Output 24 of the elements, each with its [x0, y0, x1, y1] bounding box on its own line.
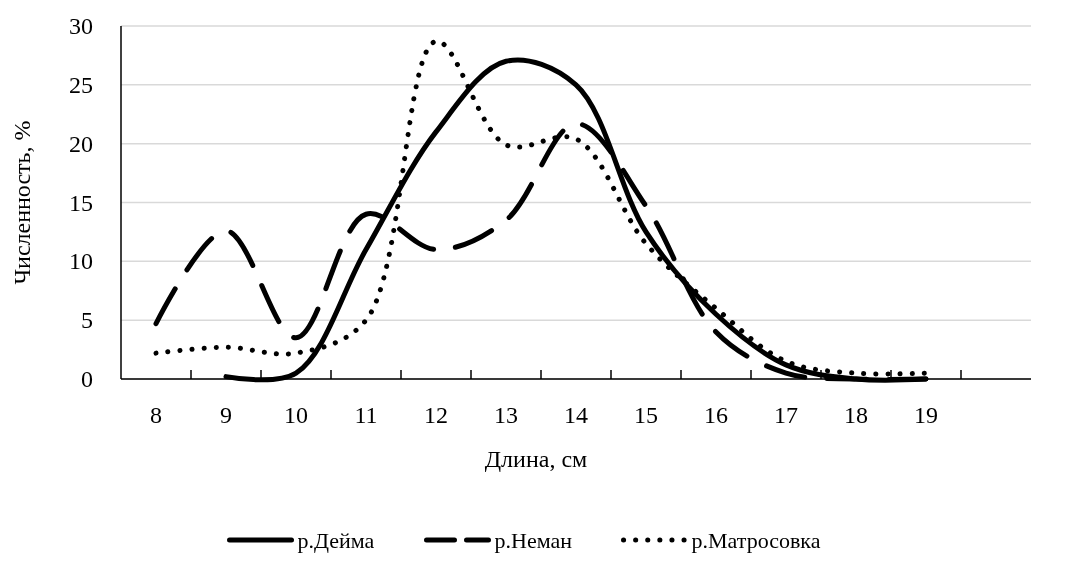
- x-tick-label: 11: [354, 402, 378, 428]
- legend-label: р.Неман: [494, 528, 573, 553]
- x-tick-label: 8: [150, 402, 162, 428]
- x-tick-label: 10: [284, 402, 308, 428]
- y-tick-label: 0: [81, 366, 93, 392]
- x-tick-label: 9: [220, 402, 232, 428]
- legend-label: р.Матросовка: [691, 528, 821, 553]
- y-tick-label: 5: [81, 307, 93, 334]
- y-tick-label: 10: [69, 248, 93, 275]
- x-tick-label: 19: [914, 402, 938, 428]
- x-tick-label: 18: [844, 402, 868, 428]
- x-tick-label: 16: [704, 402, 728, 428]
- x-tick-label: 12: [424, 402, 448, 428]
- x-tick-label: 14: [564, 402, 588, 428]
- y-tick-label: 30: [69, 13, 93, 39]
- x-axis-title: Длина, см: [484, 446, 588, 472]
- y-tick-label: 20: [69, 130, 93, 157]
- y-tick-label: 25: [69, 71, 93, 98]
- legend-label: р.Дейма: [297, 528, 375, 553]
- y-tick-label: 15: [69, 189, 93, 216]
- y-axis-title: Численность, %: [9, 120, 35, 285]
- x-tick-label: 17: [774, 402, 798, 428]
- x-tick-label: 13: [494, 402, 518, 428]
- x-tick-label: 15: [634, 402, 658, 428]
